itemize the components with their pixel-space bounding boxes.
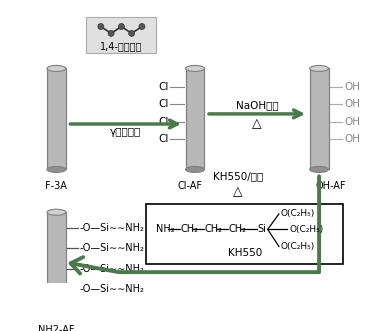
Circle shape: [98, 24, 104, 29]
Ellipse shape: [47, 310, 66, 316]
Text: Cl: Cl: [158, 82, 168, 92]
Circle shape: [119, 24, 124, 29]
Ellipse shape: [186, 166, 204, 172]
Text: -O—Si∼∼NH₂: -O—Si∼∼NH₂: [80, 223, 144, 233]
Ellipse shape: [310, 166, 328, 172]
Text: -O—Si∼∼NH₂: -O—Si∼∼NH₂: [80, 284, 144, 294]
Text: CH₂: CH₂: [181, 224, 199, 234]
Text: Cl: Cl: [158, 99, 168, 110]
Circle shape: [139, 24, 145, 29]
Text: CH₂: CH₂: [204, 224, 222, 234]
Text: Cl: Cl: [158, 134, 168, 144]
Text: γ射线辐照: γ射线辐照: [110, 127, 141, 137]
Text: NH2-AF: NH2-AF: [38, 325, 74, 331]
Text: O(C₂H₅): O(C₂H₅): [280, 210, 315, 218]
Text: Cl: Cl: [158, 117, 168, 126]
Text: △: △: [252, 117, 262, 130]
Text: OH: OH: [344, 117, 360, 126]
Text: -O—Si∼∼NH₂: -O—Si∼∼NH₂: [80, 243, 144, 253]
Text: Cl-AF: Cl-AF: [177, 181, 202, 191]
FancyArrowPatch shape: [71, 176, 319, 273]
Text: OH: OH: [344, 134, 360, 144]
Text: OH: OH: [344, 99, 360, 110]
Bar: [47, 69, 66, 169]
Text: NH₂: NH₂: [156, 224, 175, 234]
Text: CH₂: CH₂: [229, 224, 246, 234]
Bar: [310, 69, 328, 169]
Text: Si: Si: [257, 224, 266, 234]
Ellipse shape: [310, 66, 328, 71]
Bar: [186, 69, 204, 169]
FancyBboxPatch shape: [86, 17, 156, 53]
Text: △: △: [233, 185, 243, 198]
Ellipse shape: [47, 66, 66, 71]
Text: OH: OH: [344, 82, 360, 92]
Text: NaOH溶液: NaOH溶液: [236, 101, 278, 111]
Text: -O—Si∼∼NH₂: -O—Si∼∼NH₂: [80, 264, 144, 274]
Bar: [47, 212, 66, 313]
Circle shape: [108, 30, 114, 36]
Circle shape: [129, 30, 135, 36]
Text: KH550: KH550: [227, 249, 262, 259]
Text: O(C₂H₅): O(C₂H₅): [280, 242, 315, 251]
Ellipse shape: [186, 66, 204, 71]
Text: F-3A: F-3A: [45, 181, 67, 191]
Text: 1,4-二氯丁烷: 1,4-二氯丁烷: [100, 41, 143, 51]
Text: KH550/乙醇: KH550/乙醇: [213, 171, 263, 181]
Ellipse shape: [47, 209, 66, 215]
Bar: [146, 204, 343, 263]
Text: OH-AF: OH-AF: [316, 181, 346, 191]
Text: O(C₂H₅): O(C₂H₅): [289, 225, 323, 234]
Ellipse shape: [47, 166, 66, 172]
